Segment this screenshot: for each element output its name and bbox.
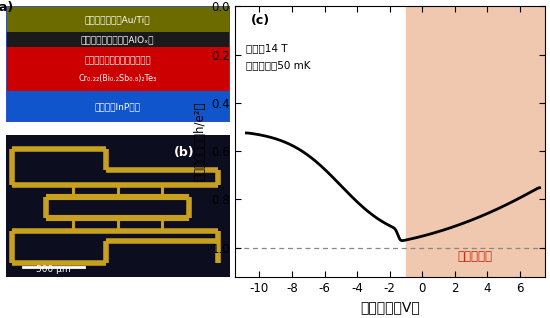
Bar bbox=[406, 6, 544, 277]
Text: 測定温度：50 mK: 測定温度：50 mK bbox=[246, 60, 311, 71]
Text: 磁場：14 T: 磁場：14 T bbox=[246, 44, 288, 54]
Bar bbox=[6, 91, 230, 122]
Text: 量子化状態: 量子化状態 bbox=[457, 250, 492, 263]
Y-axis label: ホール抵抗　（h/e²）: ホール抵抗 （h/e²） bbox=[193, 102, 206, 181]
Bar bbox=[6, 6, 230, 32]
Text: ゲート電極　（Au/Ti）: ゲート電極 （Au/Ti） bbox=[85, 15, 150, 24]
Text: 磁性トポロジカル絶縁体薄膜: 磁性トポロジカル絶縁体薄膜 bbox=[84, 56, 151, 65]
Bar bbox=[6, 32, 230, 47]
Text: (a): (a) bbox=[0, 1, 14, 14]
Text: 半絶縁性InP基板: 半絶縁性InP基板 bbox=[95, 102, 141, 111]
Text: (c): (c) bbox=[250, 15, 270, 27]
X-axis label: 制御電圧（V）: 制御電圧（V） bbox=[360, 300, 420, 314]
Text: Cr₀.₂₂(Bi₀.₂Sb₀.₈)₂Te₃: Cr₀.₂₂(Bi₀.₂Sb₀.₈)₂Te₃ bbox=[79, 73, 157, 83]
Text: 500 μm: 500 μm bbox=[36, 265, 71, 274]
Bar bbox=[6, 47, 230, 91]
Text: ゲート絶縁体層　（AlOₓ）: ゲート絶縁体層 （AlOₓ） bbox=[81, 35, 155, 44]
Text: (b): (b) bbox=[174, 146, 194, 159]
